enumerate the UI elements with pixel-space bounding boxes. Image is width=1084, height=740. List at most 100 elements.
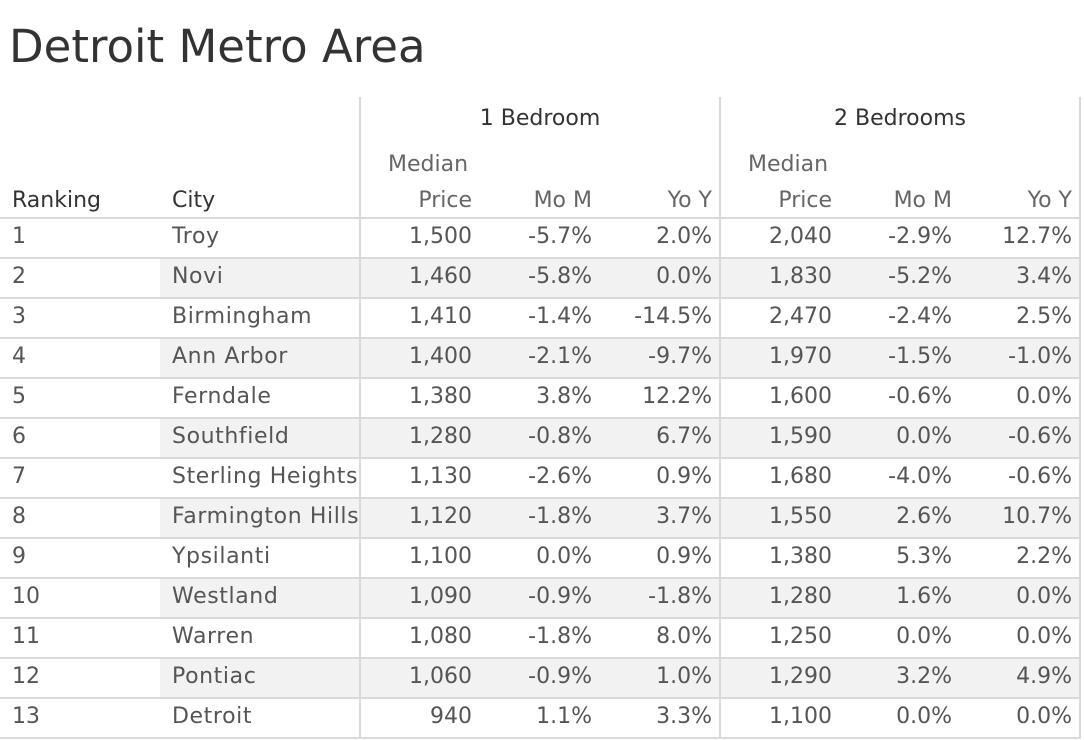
row-band (160, 339, 1080, 379)
row-divider (0, 257, 1080, 259)
cell-price-2br: 1,970 (769, 344, 832, 369)
cell-mom-2br: -2.4% (888, 304, 952, 329)
cell-price-1br: 1,090 (409, 584, 472, 609)
cell-price-1br: 1,400 (409, 344, 472, 369)
cell-yoy-2br: 4.9% (1016, 664, 1072, 689)
cell-mom-2br: -5.2% (888, 264, 952, 289)
cell-price-2br: 1,590 (769, 424, 832, 449)
cell-price-1br: 1,100 (409, 544, 472, 569)
cell-mom-2br: 3.2% (896, 664, 952, 689)
cell-ranking: 11 (12, 624, 40, 649)
cell-price-1br: 1,280 (409, 424, 472, 449)
cell-mom-1br: 3.8% (536, 384, 592, 409)
cell-mom-2br: -0.6% (888, 384, 952, 409)
column-divider (719, 97, 721, 739)
cell-ranking: 13 (12, 704, 40, 729)
cell-price-1br: 940 (430, 704, 472, 729)
cell-yoy-1br: 0.0% (656, 264, 712, 289)
row-divider (0, 217, 1080, 219)
cell-yoy-2br: 10.7% (1002, 504, 1072, 529)
cell-ranking: 3 (12, 304, 26, 329)
cell-mom-1br: -1.8% (528, 504, 592, 529)
cell-price-2br: 2,040 (769, 224, 832, 249)
cell-mom-2br: 2.6% (896, 504, 952, 529)
cell-mom-2br: -2.9% (888, 224, 952, 249)
cell-mom-2br: 1.6% (896, 584, 952, 609)
cell-city: Southfield (172, 424, 290, 449)
column-header-price-2br: Price (778, 188, 832, 213)
cell-city: Ann Arbor (172, 344, 288, 369)
column-divider (1079, 97, 1081, 739)
cell-mom-2br: 0.0% (896, 704, 952, 729)
cell-yoy-1br: 1.0% (656, 664, 712, 689)
cell-price-2br: 1,600 (769, 384, 832, 409)
cell-mom-1br: -2.6% (528, 464, 592, 489)
cell-city: Sterling Heights (172, 464, 359, 489)
cell-yoy-2br: -0.6% (1008, 424, 1072, 449)
cell-mom-1br: -5.7% (528, 224, 592, 249)
column-divider (359, 97, 361, 739)
cell-yoy-2br: 0.0% (1016, 704, 1072, 729)
cell-yoy-2br: 3.4% (1016, 264, 1072, 289)
row-divider (0, 297, 1080, 299)
cell-price-2br: 1,290 (769, 664, 832, 689)
row-band (160, 259, 1080, 299)
cell-ranking: 7 (12, 464, 26, 489)
cell-mom-2br: -4.0% (888, 464, 952, 489)
cell-price-2br: 1,100 (769, 704, 832, 729)
cell-mom-1br: 0.0% (536, 544, 592, 569)
cell-yoy-1br: -1.8% (648, 584, 712, 609)
column-header-mom-1br: Mo M (533, 188, 592, 213)
column-header-yoy-1br: Yo Y (667, 188, 712, 213)
cell-yoy-1br: 8.0% (656, 624, 712, 649)
row-divider (0, 657, 1080, 659)
row-divider (0, 457, 1080, 459)
cell-yoy-1br: -14.5% (634, 304, 712, 329)
cell-ranking: 1 (12, 224, 26, 249)
cell-price-2br: 2,470 (769, 304, 832, 329)
cell-ranking: 4 (12, 344, 26, 369)
cell-price-1br: 1,060 (409, 664, 472, 689)
column-header-price-1br: Price (418, 188, 472, 213)
cell-city: Pontiac (172, 664, 257, 689)
column-header-top: Median (748, 152, 829, 177)
group-header: 1 Bedroom (479, 106, 601, 131)
cell-mom-1br: -0.9% (528, 584, 592, 609)
cell-mom-1br: -0.8% (528, 424, 592, 449)
cell-city: Detroit (172, 704, 253, 729)
row-band (160, 659, 1080, 699)
cell-city: Troy (172, 224, 220, 249)
cell-price-1br: 1,120 (409, 504, 472, 529)
cell-price-1br: 1,410 (409, 304, 472, 329)
cell-mom-2br: -1.5% (888, 344, 952, 369)
row-band (160, 499, 1080, 539)
cell-price-1br: 1,460 (409, 264, 472, 289)
cell-ranking: 9 (12, 544, 26, 569)
cell-city: Ferndale (172, 384, 272, 409)
page-title: Detroit Metro Area (9, 20, 426, 73)
cell-yoy-1br: 6.7% (656, 424, 712, 449)
cell-price-1br: 1,380 (409, 384, 472, 409)
cell-price-1br: 1,130 (409, 464, 472, 489)
cell-yoy-2br: -0.6% (1008, 464, 1072, 489)
cell-ranking: 8 (12, 504, 26, 529)
cell-city: Birmingham (172, 304, 313, 329)
column-header-city: City (172, 188, 216, 213)
cell-price-2br: 1,380 (769, 544, 832, 569)
row-divider (0, 577, 1080, 579)
cell-yoy-1br: -9.7% (648, 344, 712, 369)
cell-yoy-1br: 2.0% (656, 224, 712, 249)
cell-yoy-2br: -1.0% (1008, 344, 1072, 369)
cell-mom-1br: -5.8% (528, 264, 592, 289)
cell-city: Ypsilanti (172, 544, 271, 569)
cell-mom-1br: -1.4% (528, 304, 592, 329)
cell-yoy-1br: 0.9% (656, 464, 712, 489)
cell-ranking: 10 (12, 584, 40, 609)
cell-city: Farmington Hills (172, 504, 360, 529)
cell-mom-1br: -0.9% (528, 664, 592, 689)
cell-city: Warren (172, 624, 255, 649)
cell-price-2br: 1,830 (769, 264, 832, 289)
row-divider (0, 737, 1080, 739)
cell-yoy-1br: 3.3% (656, 704, 712, 729)
